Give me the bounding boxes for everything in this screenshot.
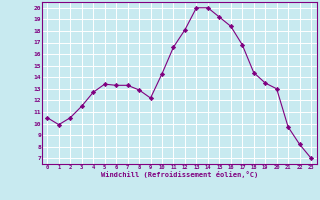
X-axis label: Windchill (Refroidissement éolien,°C): Windchill (Refroidissement éolien,°C) — [100, 171, 258, 178]
